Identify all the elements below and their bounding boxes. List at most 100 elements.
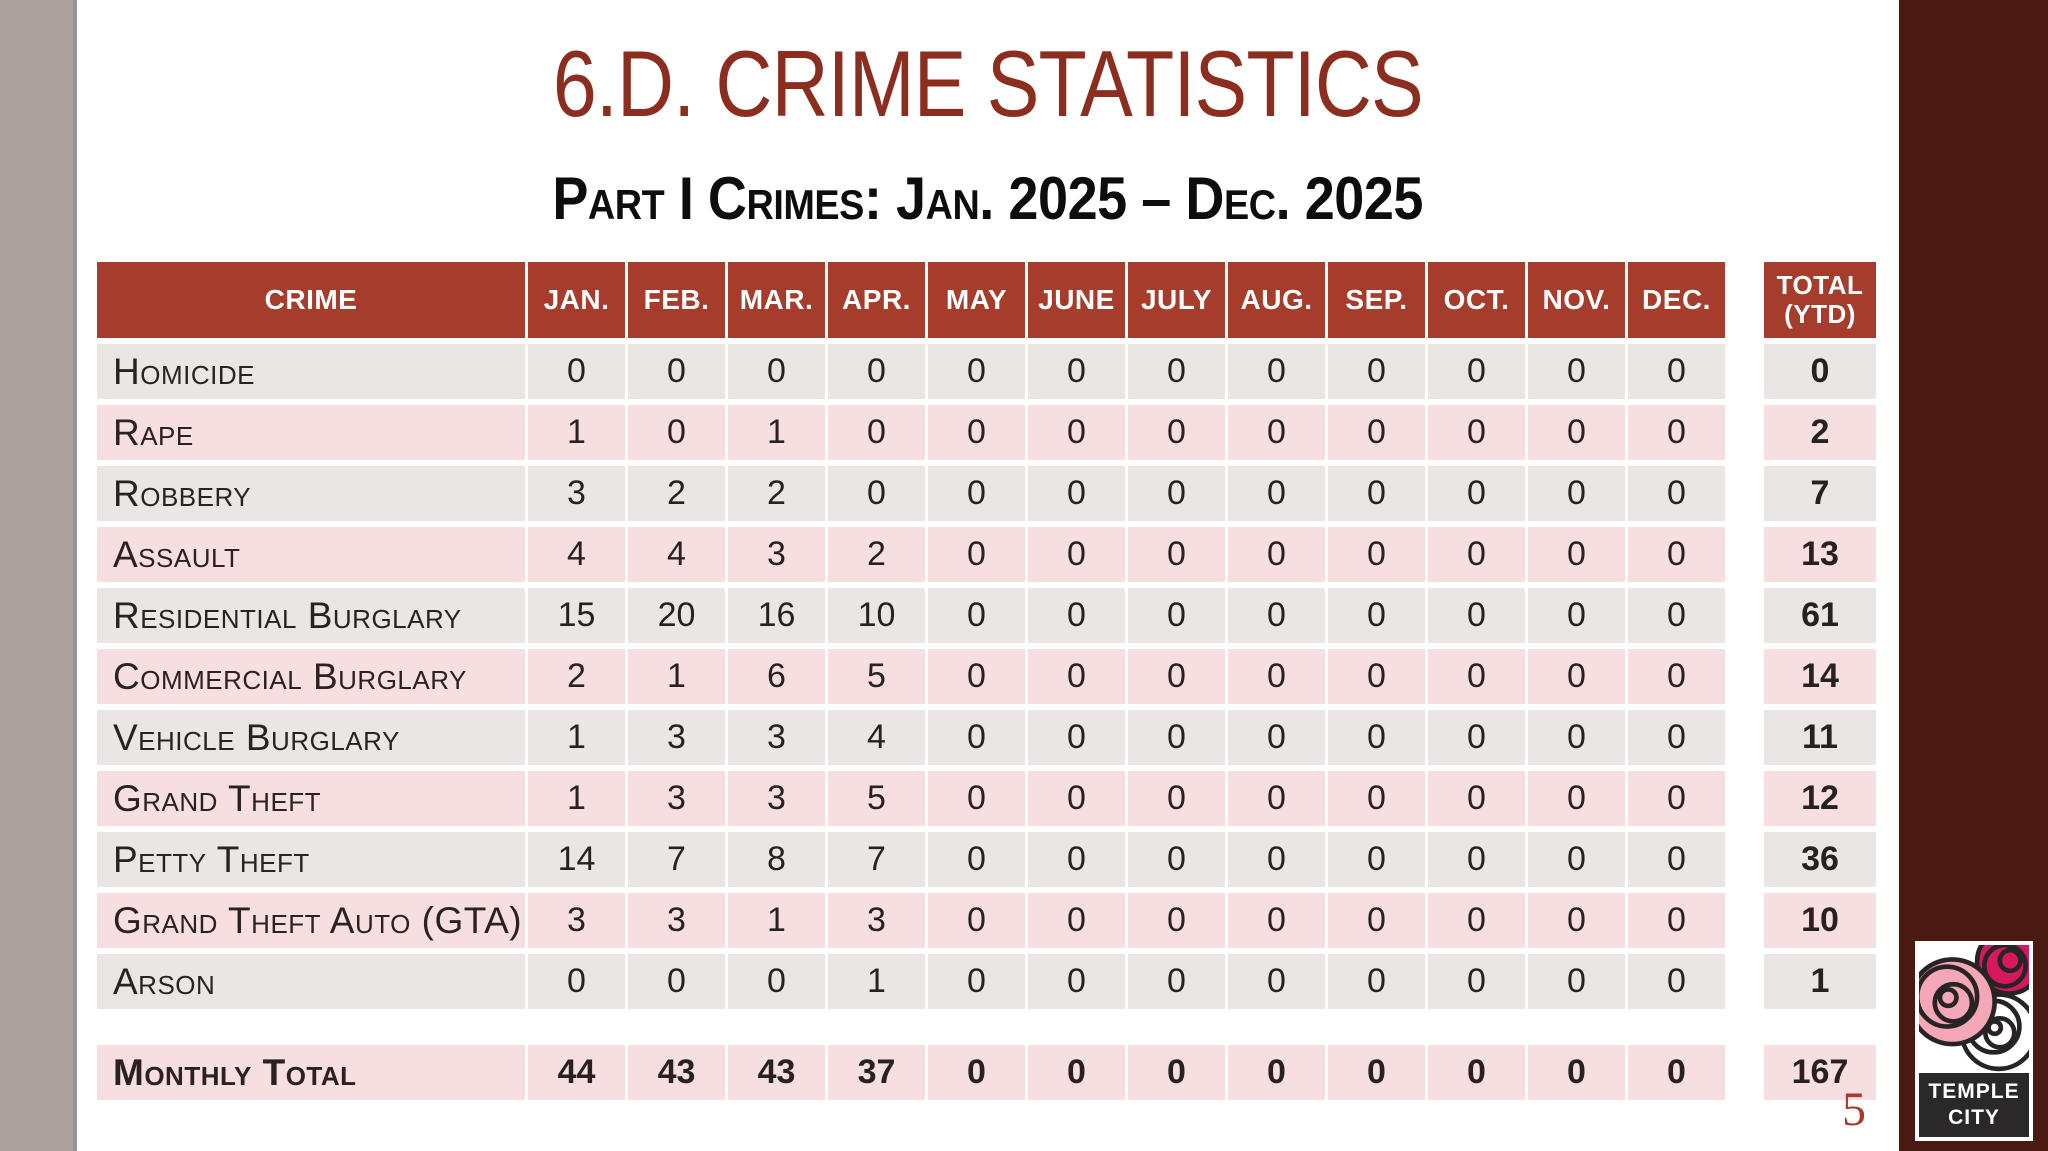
cell-total: 11 bbox=[1764, 710, 1876, 765]
col-header-crime: CRIME bbox=[97, 262, 525, 338]
cell-total: 0 bbox=[1764, 344, 1876, 399]
cell-value: 4 bbox=[628, 527, 725, 582]
total-cell-value: 0 bbox=[1528, 1045, 1625, 1100]
cell-value: 0 bbox=[1228, 649, 1325, 704]
cell-value: 0 bbox=[1128, 649, 1225, 704]
cell-value: 0 bbox=[1028, 649, 1125, 704]
cell-value: 0 bbox=[1328, 771, 1425, 826]
cell-value: 0 bbox=[1028, 954, 1125, 1009]
cell-value: 2 bbox=[628, 466, 725, 521]
col-header-may: MAY bbox=[928, 262, 1025, 338]
cell-value: 0 bbox=[1228, 527, 1325, 582]
cell-value: 5 bbox=[828, 649, 925, 704]
cell-value: 0 bbox=[1228, 405, 1325, 460]
total-cell-value: 0 bbox=[1428, 1045, 1525, 1100]
cell-value: 0 bbox=[828, 466, 925, 521]
cell-value: 0 bbox=[828, 344, 925, 399]
cell-value: 0 bbox=[1328, 466, 1425, 521]
logo-text-line1: TEMPLE bbox=[1928, 1080, 2020, 1103]
page-title-text: 6.D. CRIME STATISTICS bbox=[552, 31, 1424, 136]
cell-value: 0 bbox=[1128, 771, 1225, 826]
cell-value: 3 bbox=[528, 466, 625, 521]
cell-value: 10 bbox=[828, 588, 925, 643]
cell-value: 0 bbox=[1528, 405, 1625, 460]
cell-value: 0 bbox=[1628, 466, 1725, 521]
col-header-dec: DEC. bbox=[1628, 262, 1725, 338]
cell-value: 0 bbox=[1128, 344, 1225, 399]
camellia-flower-icon bbox=[1919, 945, 2029, 1073]
cell-total: 7 bbox=[1764, 466, 1876, 521]
col-header-nov: NOV. bbox=[1528, 262, 1625, 338]
cell-value: 0 bbox=[1428, 527, 1525, 582]
cell-value: 3 bbox=[628, 710, 725, 765]
cell-value: 0 bbox=[1428, 832, 1525, 887]
cell-value: 1 bbox=[728, 893, 825, 948]
cell-value: 0 bbox=[1628, 405, 1725, 460]
cell-value: 3 bbox=[828, 893, 925, 948]
cell-value: 0 bbox=[928, 527, 1025, 582]
col-header-oct: OCT. bbox=[1428, 262, 1525, 338]
cell-value: 0 bbox=[1228, 954, 1325, 1009]
cell-value: 0 bbox=[1028, 405, 1125, 460]
cell-value: 0 bbox=[1228, 832, 1325, 887]
cell-value: 0 bbox=[928, 893, 1025, 948]
cell-total: 12 bbox=[1764, 771, 1876, 826]
row-label: Residential Burglary bbox=[97, 588, 525, 643]
row-label: Petty Theft bbox=[97, 832, 525, 887]
temple-city-logo: TEMPLE CITY bbox=[1915, 941, 2033, 1141]
cell-value: 0 bbox=[1628, 527, 1725, 582]
cell-value: 0 bbox=[1428, 893, 1525, 948]
logo-text-line2: CITY bbox=[1948, 1106, 2000, 1129]
cell-value: 0 bbox=[928, 954, 1025, 1009]
col-header-mar: MAR. bbox=[728, 262, 825, 338]
cell-total: 1 bbox=[1764, 954, 1876, 1009]
total-cell-value: 43 bbox=[728, 1045, 825, 1100]
cell-value: 2 bbox=[528, 649, 625, 704]
page-number: 5 bbox=[1842, 1083, 1866, 1136]
total-cell-value: 0 bbox=[1228, 1045, 1325, 1100]
cell-value: 4 bbox=[828, 710, 925, 765]
cell-value: 0 bbox=[628, 344, 725, 399]
cell-value: 0 bbox=[1628, 832, 1725, 887]
cell-value: 0 bbox=[728, 954, 825, 1009]
cell-value: 0 bbox=[1328, 954, 1425, 1009]
cell-value: 0 bbox=[1128, 588, 1225, 643]
page-title: 6.D. CRIME STATISTICS bbox=[77, 30, 1899, 138]
cell-value: 1 bbox=[828, 954, 925, 1009]
cell-value: 0 bbox=[628, 954, 725, 1009]
cell-value: 0 bbox=[1028, 893, 1125, 948]
row-label: Arson bbox=[97, 954, 525, 1009]
cell-value: 0 bbox=[1428, 344, 1525, 399]
cell-value: 0 bbox=[1328, 893, 1425, 948]
cell-value: 7 bbox=[628, 832, 725, 887]
cell-value: 15 bbox=[528, 588, 625, 643]
total-row-label: Monthly Total bbox=[97, 1045, 525, 1100]
cell-value: 0 bbox=[928, 710, 1025, 765]
cell-value: 20 bbox=[628, 588, 725, 643]
cell-value: 0 bbox=[1028, 771, 1125, 826]
cell-value: 0 bbox=[1228, 588, 1325, 643]
slide-subtitle: Part I Crimes: Jan. 2025 – Dec. 2025 bbox=[77, 164, 1899, 233]
col-header-june: JUNE bbox=[1028, 262, 1125, 338]
row-label: Robbery bbox=[97, 466, 525, 521]
cell-value: 0 bbox=[1028, 466, 1125, 521]
cell-value: 0 bbox=[828, 405, 925, 460]
cell-value: 0 bbox=[1328, 344, 1425, 399]
cell-total: 14 bbox=[1764, 649, 1876, 704]
total-cell-value: 37 bbox=[828, 1045, 925, 1100]
row-label: Vehicle Burglary bbox=[97, 710, 525, 765]
cell-value: 0 bbox=[1628, 588, 1725, 643]
cell-value: 6 bbox=[728, 649, 825, 704]
row-label: Grand Theft bbox=[97, 771, 525, 826]
cell-value: 3 bbox=[728, 771, 825, 826]
cell-value: 0 bbox=[1528, 527, 1625, 582]
total-cell-value: 0 bbox=[928, 1045, 1025, 1100]
cell-value: 3 bbox=[628, 771, 725, 826]
cell-value: 0 bbox=[1128, 466, 1225, 521]
cell-value: 0 bbox=[1028, 710, 1125, 765]
left-sidebar bbox=[0, 0, 77, 1151]
cell-value: 0 bbox=[928, 649, 1025, 704]
total-cell-value: 0 bbox=[1028, 1045, 1125, 1100]
cell-total: 2 bbox=[1764, 405, 1876, 460]
cell-value: 0 bbox=[1428, 954, 1525, 1009]
